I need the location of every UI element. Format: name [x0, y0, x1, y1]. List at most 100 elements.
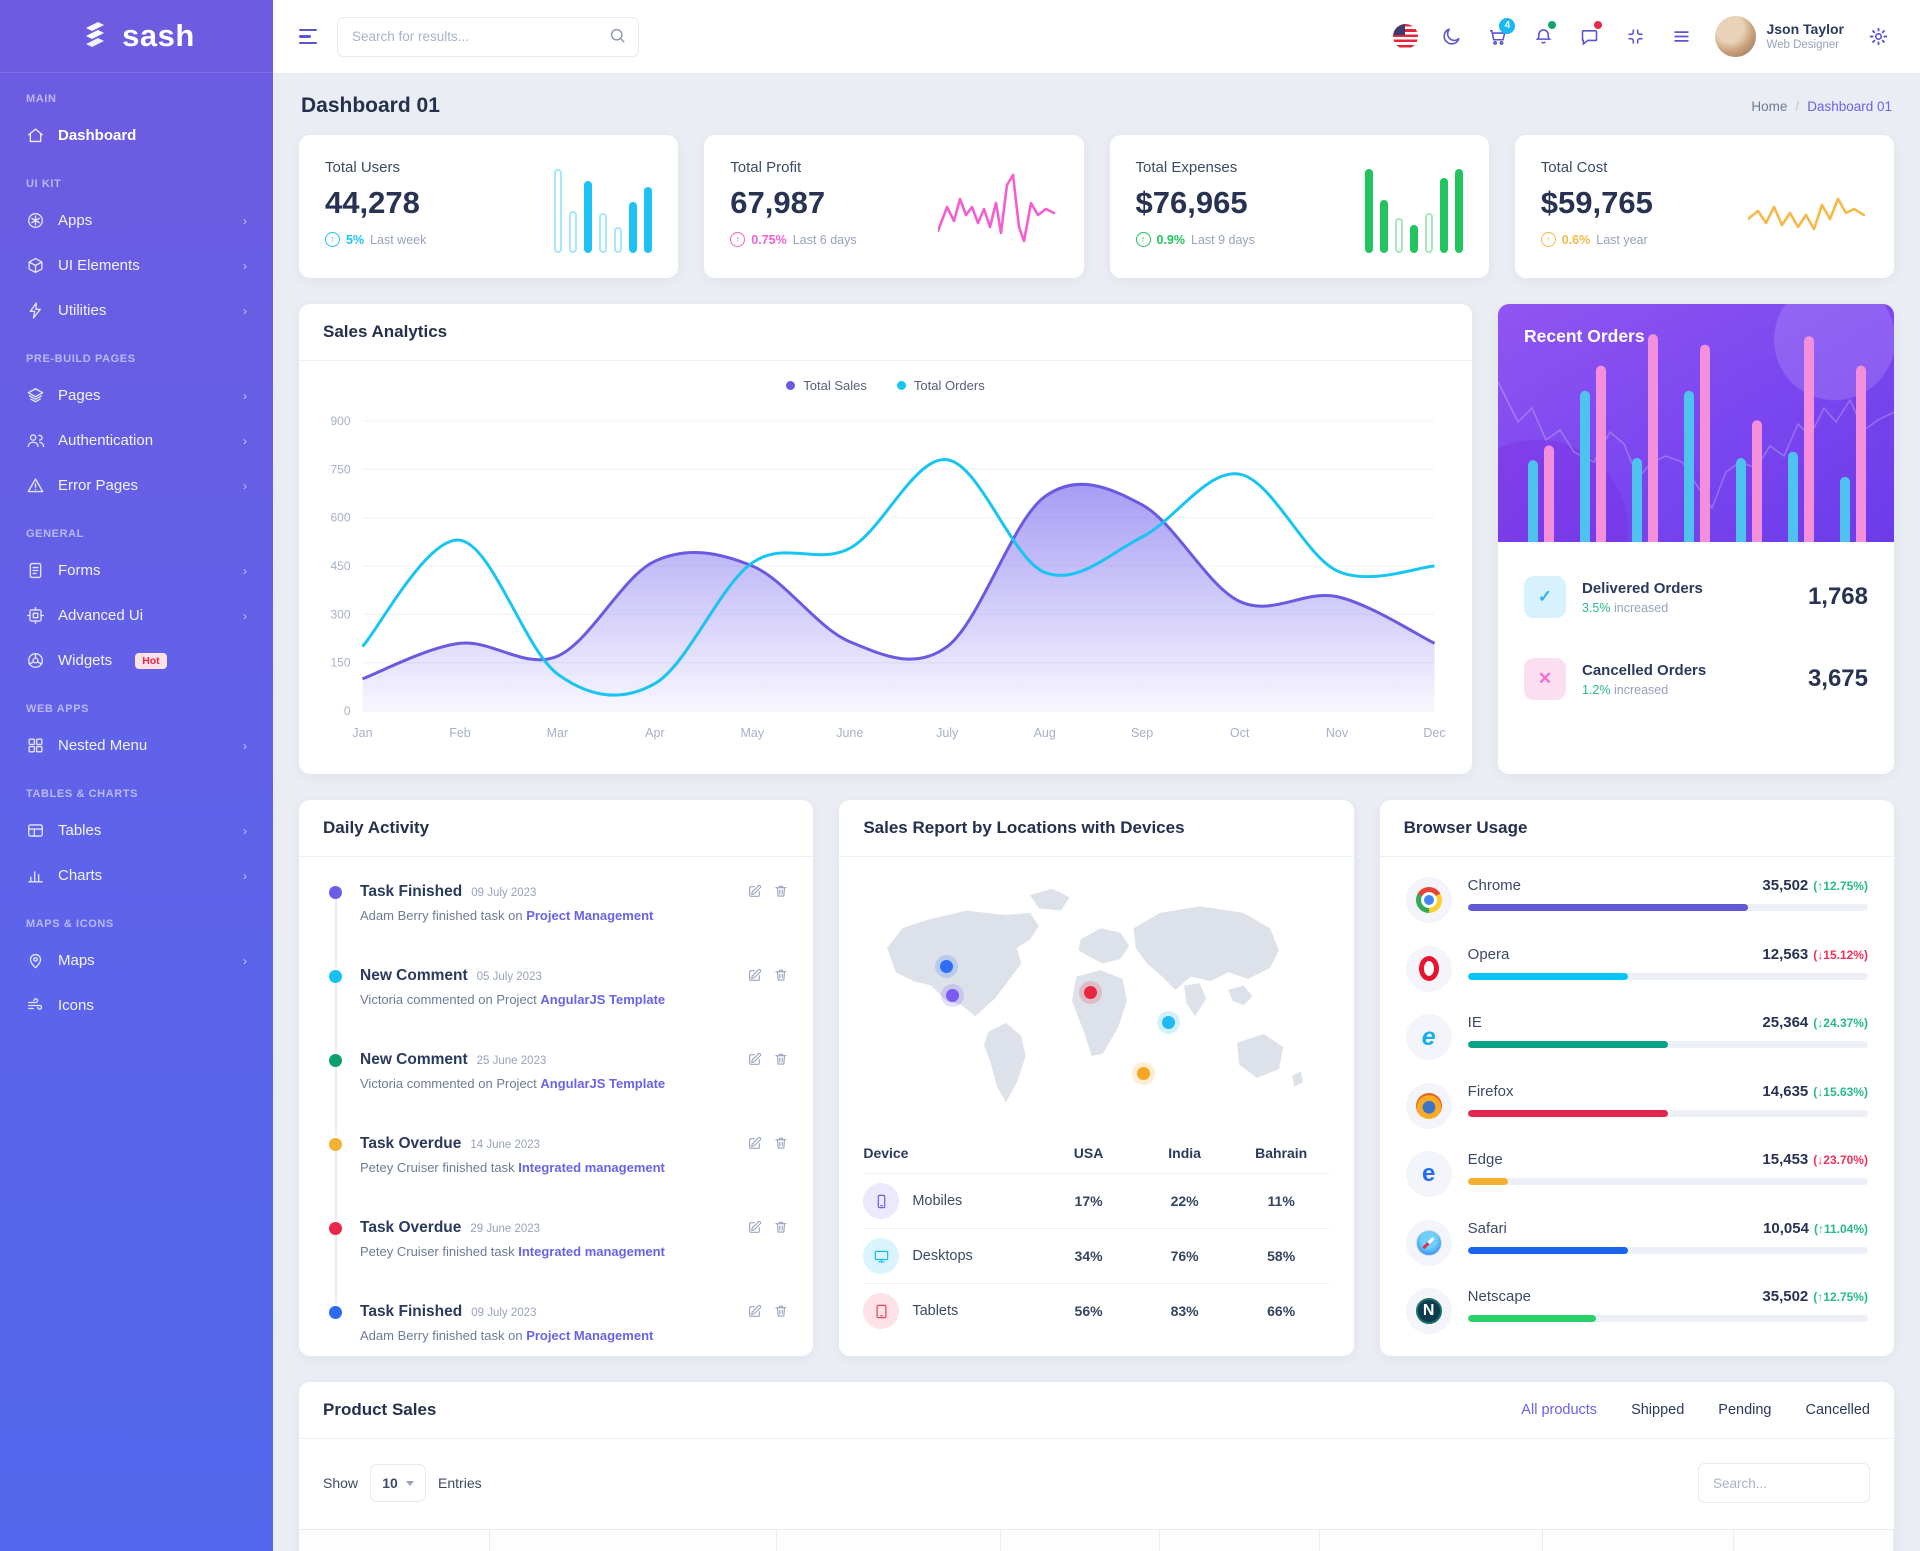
- edit-icon: [749, 1220, 762, 1233]
- edit-icon[interactable]: [747, 1051, 763, 1091]
- legend-item[interactable]: Total Sales: [786, 378, 867, 393]
- browser-name: IE: [1467, 1014, 1482, 1031]
- sidebar-toggle-button[interactable]: [295, 25, 321, 48]
- activity-link[interactable]: Integrated management: [518, 1160, 665, 1175]
- sidebar-item-ui-elements[interactable]: UI Elements ›: [0, 243, 273, 288]
- right-panel-toggle-icon[interactable]: [1661, 17, 1701, 57]
- stat-label: Total Expenses: [1135, 159, 1238, 176]
- browser-delta: (↑12.75%): [1813, 1290, 1868, 1304]
- trash-icon[interactable]: [773, 967, 789, 1007]
- sidebar-item-advanced-ui[interactable]: Advanced Ui ›: [0, 593, 273, 638]
- sidebar-item-charts[interactable]: Charts ›: [0, 853, 273, 898]
- sidebar-item-widgets[interactable]: Widgets Hot: [0, 638, 273, 683]
- activity-link[interactable]: Project Management: [526, 908, 654, 923]
- stat-delta: ↑ 5% Last week: [325, 232, 652, 247]
- sidebar-item-maps[interactable]: Maps ›: [0, 938, 273, 983]
- table-header-cell: [490, 1530, 778, 1551]
- language-flag-icon[interactable]: [1385, 17, 1425, 57]
- product-sales-tabs: All products Shipped Pending Cancelled: [1521, 1402, 1870, 1418]
- trash-icon[interactable]: [773, 1051, 789, 1091]
- stat-sparkline: [1746, 165, 1868, 253]
- browser-progress-track: [1467, 1041, 1868, 1048]
- map-marker-indian-ocean[interactable]: [1136, 1067, 1150, 1081]
- sales-report-title: Sales Report by Locations with Devices: [863, 818, 1185, 837]
- svg-text:Jan: Jan: [352, 726, 372, 740]
- activity-date: 09 July 2023: [471, 1307, 537, 1319]
- tab-cancelled[interactable]: Cancelled: [1805, 1402, 1871, 1418]
- search-icon[interactable]: [608, 26, 627, 50]
- edit-icon[interactable]: [747, 967, 763, 1007]
- sidebar-item-forms[interactable]: Forms ›: [0, 548, 273, 593]
- recent-orders-title: Recent Orders: [1524, 326, 1645, 346]
- column-header: Device: [863, 1145, 909, 1162]
- sidebar-item-apps[interactable]: Apps ›: [0, 198, 273, 243]
- map-marker-canada[interactable]: [939, 959, 953, 973]
- edit-icon[interactable]: [747, 1303, 763, 1343]
- activity-link[interactable]: AngularJS Template: [540, 992, 666, 1007]
- tab-pending[interactable]: Pending: [1718, 1402, 1772, 1418]
- stat-value: 67,987: [730, 185, 826, 220]
- fullscreen-icon[interactable]: [1615, 17, 1655, 57]
- edit-icon[interactable]: [747, 883, 763, 923]
- messages-icon[interactable]: [1569, 17, 1609, 57]
- header-search: [337, 16, 639, 57]
- browser-row-firefox: Firefox 14,635 (↓15.63%): [1405, 1082, 1868, 1129]
- app-logo[interactable]: sash: [0, 0, 273, 73]
- dark-mode-moon-icon[interactable]: [1431, 17, 1471, 57]
- trash-icon[interactable]: [773, 883, 789, 923]
- stat-delta-value: 0.6%: [1561, 232, 1591, 247]
- notifications-bell-icon[interactable]: [1523, 17, 1563, 57]
- trash-icon[interactable]: [773, 1219, 789, 1259]
- user-menu[interactable]: Json Taylor Web Designer: [1707, 16, 1852, 57]
- search-input[interactable]: [337, 16, 639, 57]
- sidebar-item-utilities[interactable]: Utilities ›: [0, 288, 273, 333]
- browser-name: Chrome: [1467, 877, 1522, 894]
- tab-all-products[interactable]: All products: [1521, 1402, 1598, 1418]
- settings-gear-icon[interactable]: [1858, 17, 1898, 57]
- breadcrumb-current[interactable]: Dashboard 01: [1807, 98, 1892, 114]
- desktop-icon: [874, 1250, 889, 1263]
- browser-row-edge: e Edge 15,453 (↓23.70%): [1405, 1151, 1868, 1197]
- activity-link[interactable]: Project Management: [526, 1328, 654, 1343]
- chevron-right-icon: ›: [243, 563, 247, 578]
- sidebar-item-tables[interactable]: Tables ›: [0, 808, 273, 853]
- browser-name: Firefox: [1467, 1082, 1514, 1100]
- sidebar-item-icons[interactable]: Icons: [0, 983, 273, 1028]
- recent-order-item: ✕ Cancelled Orders 1.2% increased 3,675: [1524, 658, 1868, 700]
- breadcrumb-home[interactable]: Home: [1751, 98, 1788, 114]
- map-marker-usa[interactable]: [945, 989, 959, 1003]
- map-marker-europe[interactable]: [1084, 986, 1098, 1000]
- edit-icon[interactable]: [747, 1135, 763, 1175]
- apps-icon: [28, 213, 43, 228]
- activity-link[interactable]: AngularJS Template: [540, 1076, 666, 1091]
- table-search-input[interactable]: [1698, 1463, 1870, 1503]
- sash-logo-icon: [86, 22, 105, 47]
- device-table-header: Device USA India Bahrain: [863, 1135, 1330, 1175]
- activity-status-dot: [329, 970, 342, 983]
- sidebar-item-nested-menu[interactable]: Nested Menu ›: [0, 723, 273, 768]
- entries-select[interactable]: 10: [370, 1464, 427, 1502]
- hot-badge: Hot: [135, 652, 167, 669]
- stat-label: Total Users: [325, 159, 401, 176]
- cart-icon[interactable]: 4: [1477, 17, 1517, 57]
- stat-delta: ↑ 0.6% Last year: [1540, 232, 1868, 247]
- sidebar-item-dashboard[interactable]: Dashboard: [0, 113, 273, 158]
- sidebar-item-authentication[interactable]: Authentication ›: [0, 418, 273, 463]
- trash-icon: [775, 1053, 787, 1065]
- tab-shipped[interactable]: Shipped: [1631, 1402, 1685, 1418]
- sparkline-bar: [1424, 213, 1433, 253]
- activity-description: Adam Berry finished task on Project Mana…: [360, 1328, 654, 1343]
- trash-icon[interactable]: [773, 1135, 789, 1175]
- legend-item[interactable]: Total Orders: [896, 378, 985, 393]
- browser-progress-track: [1467, 1246, 1868, 1254]
- trash-icon[interactable]: [773, 1303, 789, 1343]
- activity-link[interactable]: Integrated management: [518, 1244, 665, 1259]
- sidebar-item-error-pages[interactable]: Error Pages ›: [0, 463, 273, 508]
- stat-delta: ↑ 0.9% Last 9 days: [1135, 232, 1463, 247]
- sidebar-item-pages[interactable]: Pages ›: [0, 373, 273, 418]
- edit-icon[interactable]: [747, 1219, 763, 1259]
- stat-card-total-profit: Total Profit 67,987 ↑ 0.75% Last 6 days: [704, 135, 1084, 278]
- stat-sparkline: [1341, 165, 1463, 253]
- map-marker-india[interactable]: [1162, 1015, 1176, 1029]
